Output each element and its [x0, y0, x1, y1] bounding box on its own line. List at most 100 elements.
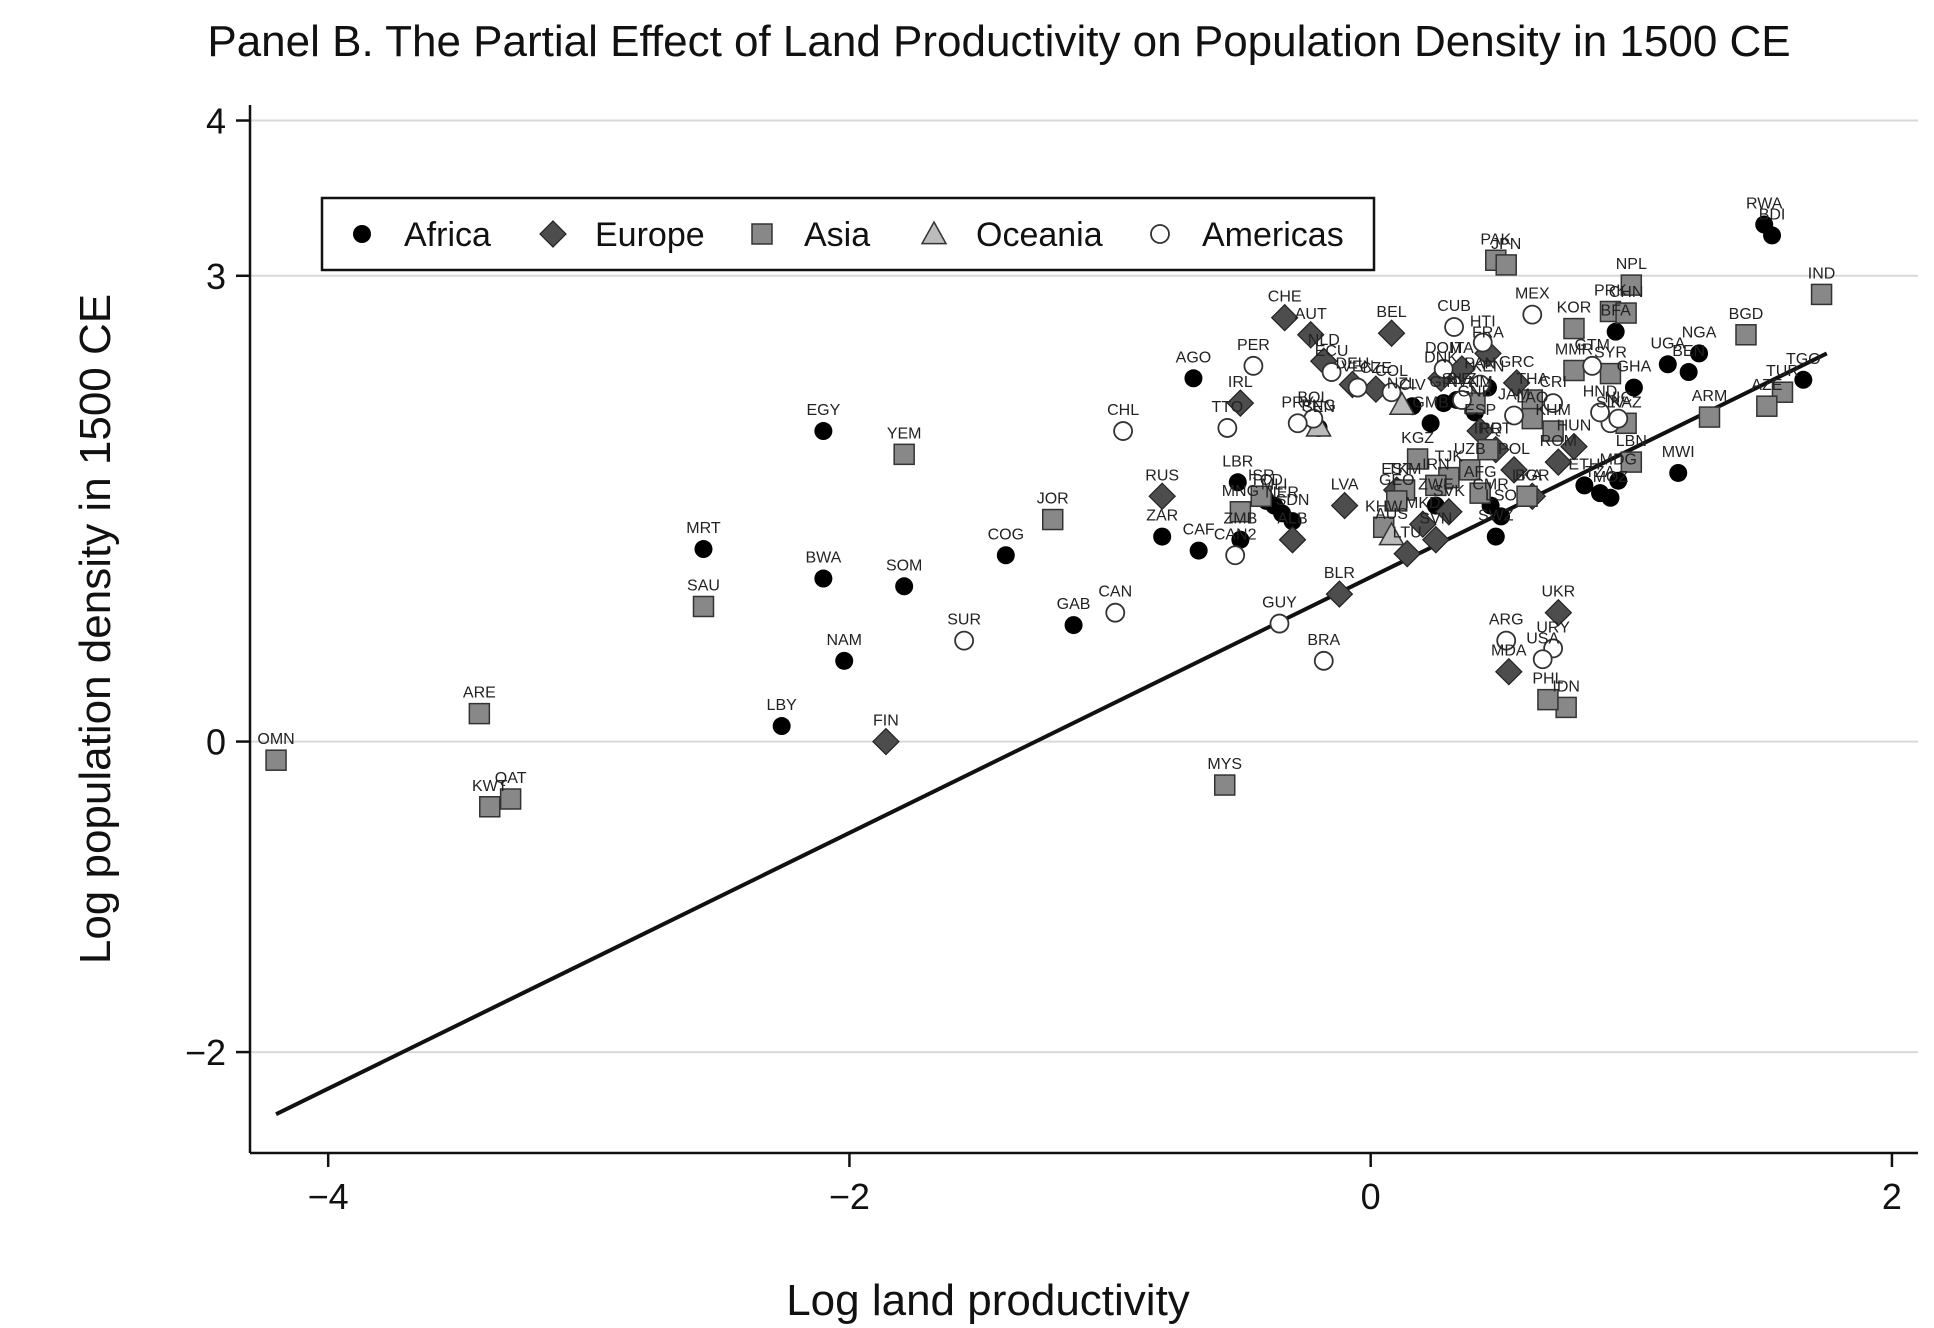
- data-point-asia: [1756, 395, 1778, 417]
- fit-line: [275, 351, 1828, 1116]
- point-label: GNB: [1458, 383, 1493, 400]
- point-label: URY: [1536, 619, 1570, 636]
- point-label: KWT: [472, 778, 508, 795]
- point-label: KHW: [1365, 498, 1403, 515]
- point-label: IND: [1808, 265, 1836, 282]
- data-point-americas: [1452, 390, 1472, 410]
- data-point-europe: [1421, 525, 1450, 554]
- point-label: ARM: [1692, 388, 1728, 405]
- point-label: CAF: [1183, 522, 1215, 539]
- data-point-asia: [1620, 274, 1643, 296]
- data-point-europe: [1296, 320, 1325, 349]
- point-label: SWZ: [1478, 508, 1514, 525]
- data-point-americas: [1590, 402, 1610, 423]
- data-point-americas: [1608, 408, 1629, 429]
- point-label: VNM: [1457, 374, 1493, 391]
- data-point-asia: [1735, 324, 1757, 346]
- point-label: TCD: [1250, 472, 1283, 489]
- data-point-europe: [1500, 456, 1528, 484]
- point-label: LTU: [1393, 525, 1422, 542]
- point-label: CMR: [1472, 477, 1508, 494]
- point-label: EST: [1381, 461, 1412, 478]
- point-label: ARE: [463, 685, 496, 702]
- x-tick-label: 2: [1882, 1176, 1902, 1217]
- point-label: PHL: [1532, 671, 1563, 688]
- point-label: LVA: [1331, 477, 1359, 494]
- point-label: UKR: [1541, 584, 1575, 601]
- x-tick-label: −4: [308, 1176, 349, 1217]
- data-point-americas: [1321, 362, 1342, 382]
- point-label: ECU: [1315, 343, 1349, 360]
- point-label: PAK: [1480, 231, 1511, 248]
- point-label: MWI: [1662, 444, 1695, 461]
- data-point-africa: [1679, 363, 1698, 382]
- point-label: PRK: [1594, 282, 1627, 299]
- data-point-africa: [694, 540, 713, 559]
- data-point-americas: [1472, 332, 1493, 353]
- data-point-europe: [1544, 598, 1573, 627]
- point-label: FRA: [1472, 324, 1504, 341]
- point-label: KGZ: [1401, 430, 1434, 447]
- data-point-americas: [1496, 630, 1517, 651]
- point-label: PER: [1237, 337, 1270, 354]
- point-label: JAM: [1498, 387, 1530, 404]
- point-label: BLZ: [1447, 371, 1477, 388]
- point-label: POL: [1498, 441, 1530, 458]
- point-label: GMB: [1412, 394, 1448, 411]
- data-point-africa: [1763, 226, 1782, 245]
- point-label: GTM: [1574, 337, 1610, 354]
- data-point-americas: [1522, 304, 1543, 325]
- data-point-africa: [1153, 527, 1172, 546]
- point-label: AUT: [1295, 306, 1327, 323]
- data-point-africa: [1492, 507, 1510, 526]
- data-point-asia: [1599, 362, 1622, 385]
- point-label: CIV: [1399, 377, 1426, 394]
- legend: Africa Europe Asia Oceania Americas: [320, 196, 1376, 272]
- data-point-asia: [893, 443, 915, 466]
- data-point-europe: [872, 727, 900, 756]
- data-point-asia: [1495, 254, 1517, 276]
- data-point-oceania: [1388, 391, 1416, 416]
- data-point-africa: [1231, 530, 1250, 549]
- data-point-americas: [1433, 359, 1454, 379]
- point-label: BGR: [1515, 467, 1550, 484]
- data-point-asia: [1542, 420, 1564, 442]
- data-point-asia: [1620, 451, 1643, 473]
- data-point-asia: [1425, 474, 1447, 497]
- point-label: SLE: [1442, 371, 1472, 388]
- point-label: IRQ: [1474, 421, 1502, 438]
- chart-title: Panel B. The Partial Effect of Land Prod…: [207, 17, 1790, 66]
- point-label: SUR: [947, 612, 981, 629]
- point-label: SDN: [1276, 492, 1310, 509]
- point-label: NPL: [1616, 256, 1647, 273]
- data-point-africa: [1690, 344, 1709, 363]
- point-label: LAO: [1516, 390, 1548, 407]
- data-point-asia: [1458, 459, 1481, 481]
- point-label: BLR: [1324, 565, 1355, 582]
- point-label: LSO: [1485, 487, 1517, 504]
- point-label: BEN: [1672, 343, 1705, 360]
- point-label: DOM: [1425, 340, 1462, 357]
- point-label: RWA: [1746, 196, 1783, 213]
- data-point-africa: [1601, 488, 1620, 507]
- point-label: KOR: [1557, 300, 1592, 317]
- data-point-asia: [1229, 501, 1252, 523]
- point-label: CAN2: [1214, 526, 1257, 543]
- legend-marker-asia: [751, 223, 773, 245]
- data-point-americas: [1217, 418, 1238, 438]
- legend-entry-americas: Americas: [1202, 216, 1344, 254]
- legend-marker-americas: [1150, 224, 1170, 244]
- point-label: EGY: [806, 402, 840, 419]
- point-label: MRT: [686, 520, 721, 537]
- data-point-americas: [1582, 355, 1603, 376]
- data-point-africa: [1794, 370, 1813, 389]
- point-label: BEL: [1376, 304, 1406, 321]
- legend-entry-asia: Asia: [804, 216, 870, 254]
- data-point-americas: [1543, 393, 1564, 413]
- data-point-asia: [265, 749, 287, 771]
- data-point-africa: [772, 717, 791, 736]
- point-label: ZWE: [1418, 477, 1454, 494]
- point-label: TTO: [1211, 399, 1243, 416]
- data-point-africa: [1189, 541, 1208, 560]
